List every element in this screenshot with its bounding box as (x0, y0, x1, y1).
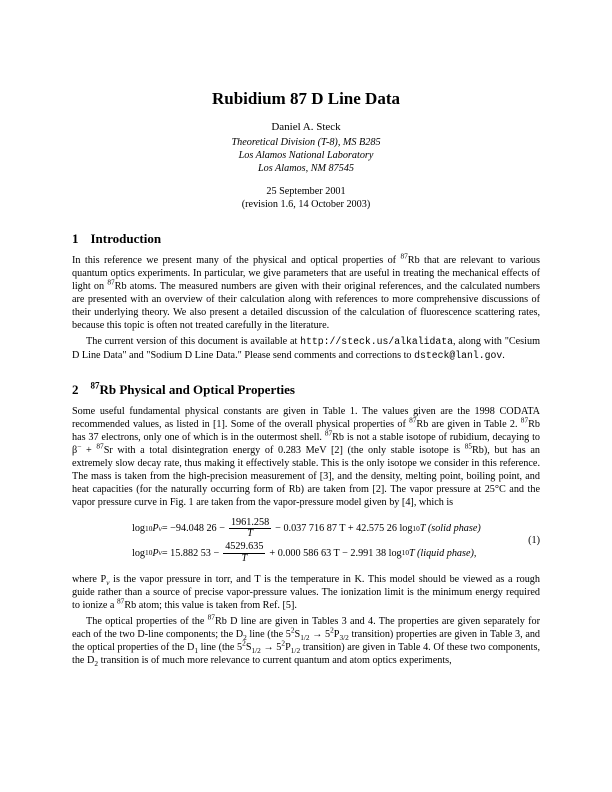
text-run: → 5 (310, 629, 331, 640)
eq-text: = 15.882 53 − (162, 547, 219, 560)
eq-text: T (solid phase) (420, 522, 481, 535)
equation-1: log10 Pv = −94.048 26 − 1961.258T − 0.03… (72, 515, 540, 567)
frac-den: T (239, 554, 249, 564)
section-2-title: Rb Physical and Optical Properties (100, 382, 295, 397)
page: Rubidium 87 D Line Data Daniel A. Steck … (0, 0, 612, 792)
equation-body: log10 Pv = −94.048 26 − 1961.258T − 0.03… (72, 515, 510, 567)
isotope-sup: 87 (208, 613, 215, 622)
eq-sub: 1/2 (300, 633, 309, 642)
text-run: Rb are given in Table 2. (416, 419, 520, 430)
eq-text: = −94.048 26 − (162, 522, 225, 535)
section-2-para-3: The optical properties of the 87Rb D lin… (72, 615, 540, 667)
eq-text: log (132, 547, 145, 560)
eq-text: T (liquid phase), (409, 547, 476, 560)
section-2-heading: 2 87Rb Physical and Optical Properties (72, 382, 540, 399)
section-2-sup: 87 (91, 381, 100, 391)
section-1-para-1: In this reference we present many of the… (72, 254, 540, 332)
section-1-number: 1 (72, 231, 79, 246)
section-2-number: 2 (72, 382, 79, 397)
eq-text: − 0.037 716 87 T + 42.575 26 log (275, 522, 412, 535)
equation-number: (1) (510, 534, 540, 547)
text-run: Sr with a total disintegration energy of… (104, 445, 465, 456)
equation-solid-phase: log10 Pv = −94.048 26 − 1961.258T − 0.03… (132, 518, 510, 539)
text-run: + (81, 445, 96, 456)
text-run: . (502, 350, 505, 361)
fraction: 1961.258T (229, 518, 271, 539)
frac-den: T (245, 529, 255, 539)
fraction: 4529.635T (223, 542, 265, 563)
eq-sub: 1/2 (251, 646, 260, 655)
text-run: In this reference we present many of the… (72, 255, 400, 266)
text-run: where P (72, 574, 106, 585)
isotope-sup: 85 (465, 441, 472, 450)
document-date: 25 September 2001 (72, 185, 540, 198)
text-run: → 5 (261, 642, 282, 653)
text-run: The optical properties of the (86, 616, 208, 627)
affiliation-line-1: Theoretical Division (T-8), MS B285 (72, 136, 540, 149)
isotope-sup: 87 (400, 251, 407, 260)
document-revision: (revision 1.6, 14 October 2003) (72, 198, 540, 211)
isotope-sup: 87 (107, 277, 114, 286)
section-1-heading: 1 Introduction (72, 231, 540, 248)
eq-sub: 1/2 (291, 646, 300, 655)
text-run: line (the 5 (198, 642, 242, 653)
author-name: Daniel A. Steck (72, 120, 540, 134)
eq-sub: 3/2 (339, 633, 348, 642)
text-run: transition is of much more relevance to … (98, 655, 452, 666)
text-run: Rb atom; this value is taken from Ref. [… (124, 600, 297, 611)
affiliation-line-3: Los Alamos, NM 87545 (72, 162, 540, 175)
affiliation-line-2: Los Alamos National Laboratory (72, 149, 540, 162)
section-1-para-2: The current version of this document is … (72, 335, 540, 362)
eq-text: P (152, 522, 158, 535)
section-1-title: Introduction (91, 231, 162, 246)
section-2-para-1: Some useful fundamental physical constan… (72, 405, 540, 509)
url-text: http://steck.us/alkalidata (300, 336, 453, 347)
section-2-para-2: where Pv is the vapor pressure in torr, … (72, 573, 540, 612)
text-run: Rb atoms. The measured numbers are given… (72, 281, 540, 331)
eq-text: log (132, 522, 145, 535)
page-title: Rubidium 87 D Line Data (72, 88, 540, 110)
frac-num: 4529.635 (223, 542, 265, 553)
isotope-sup: 87 (96, 441, 103, 450)
text-run: The current version of this document is … (86, 336, 300, 347)
eq-text: P (152, 547, 158, 560)
isotope-sup: 87 (521, 415, 528, 424)
eq-text: + 0.000 586 63 T − 2.991 38 log (269, 547, 401, 560)
equation-liquid-phase: log10 Pv = 15.882 53 − 4529.635T + 0.000… (132, 542, 510, 563)
email-text: dsteck@lanl.gov (414, 350, 502, 361)
